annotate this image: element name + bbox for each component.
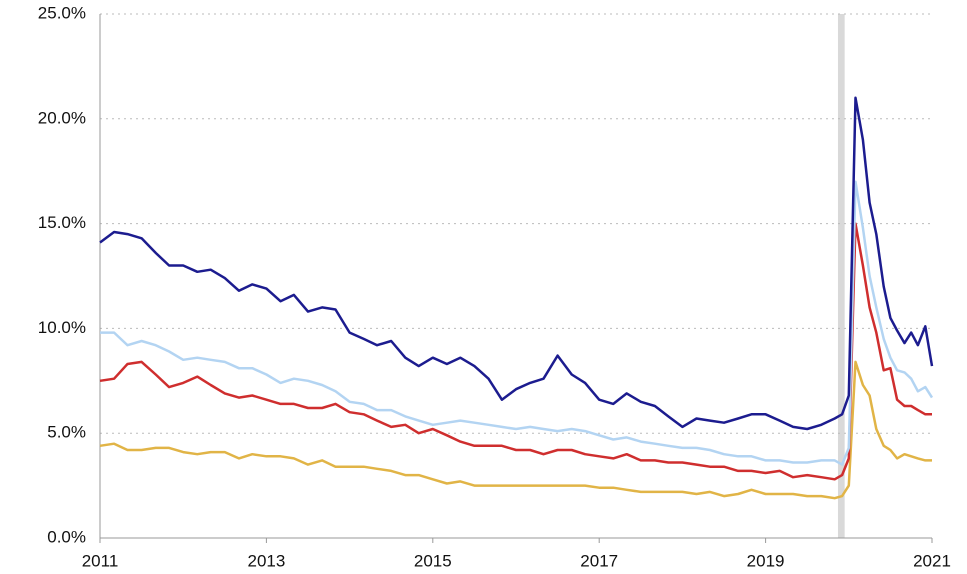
series-line — [99, 360, 932, 500]
y-tick-label: 5.0% — [47, 423, 86, 442]
series-line — [99, 222, 932, 481]
y-tick-label: 25.0% — [38, 3, 86, 22]
x-tick-label: 2013 — [247, 551, 285, 570]
y-tick-label: 15.0% — [38, 213, 86, 232]
y-tick-label: 20.0% — [38, 108, 86, 127]
shaded-period — [837, 14, 845, 538]
series-line — [99, 96, 934, 431]
x-tick-label: 2019 — [747, 551, 785, 570]
x-tick-label: 2011 — [82, 551, 119, 570]
x-tick-label: 2021 — [913, 551, 951, 570]
y-tick-label: 0.0% — [47, 527, 86, 546]
x-tick-label: 2017 — [580, 551, 618, 570]
x-tick-label: 2015 — [414, 551, 452, 570]
y-tick-label: 10.0% — [38, 318, 86, 337]
series-line — [100, 180, 934, 466]
